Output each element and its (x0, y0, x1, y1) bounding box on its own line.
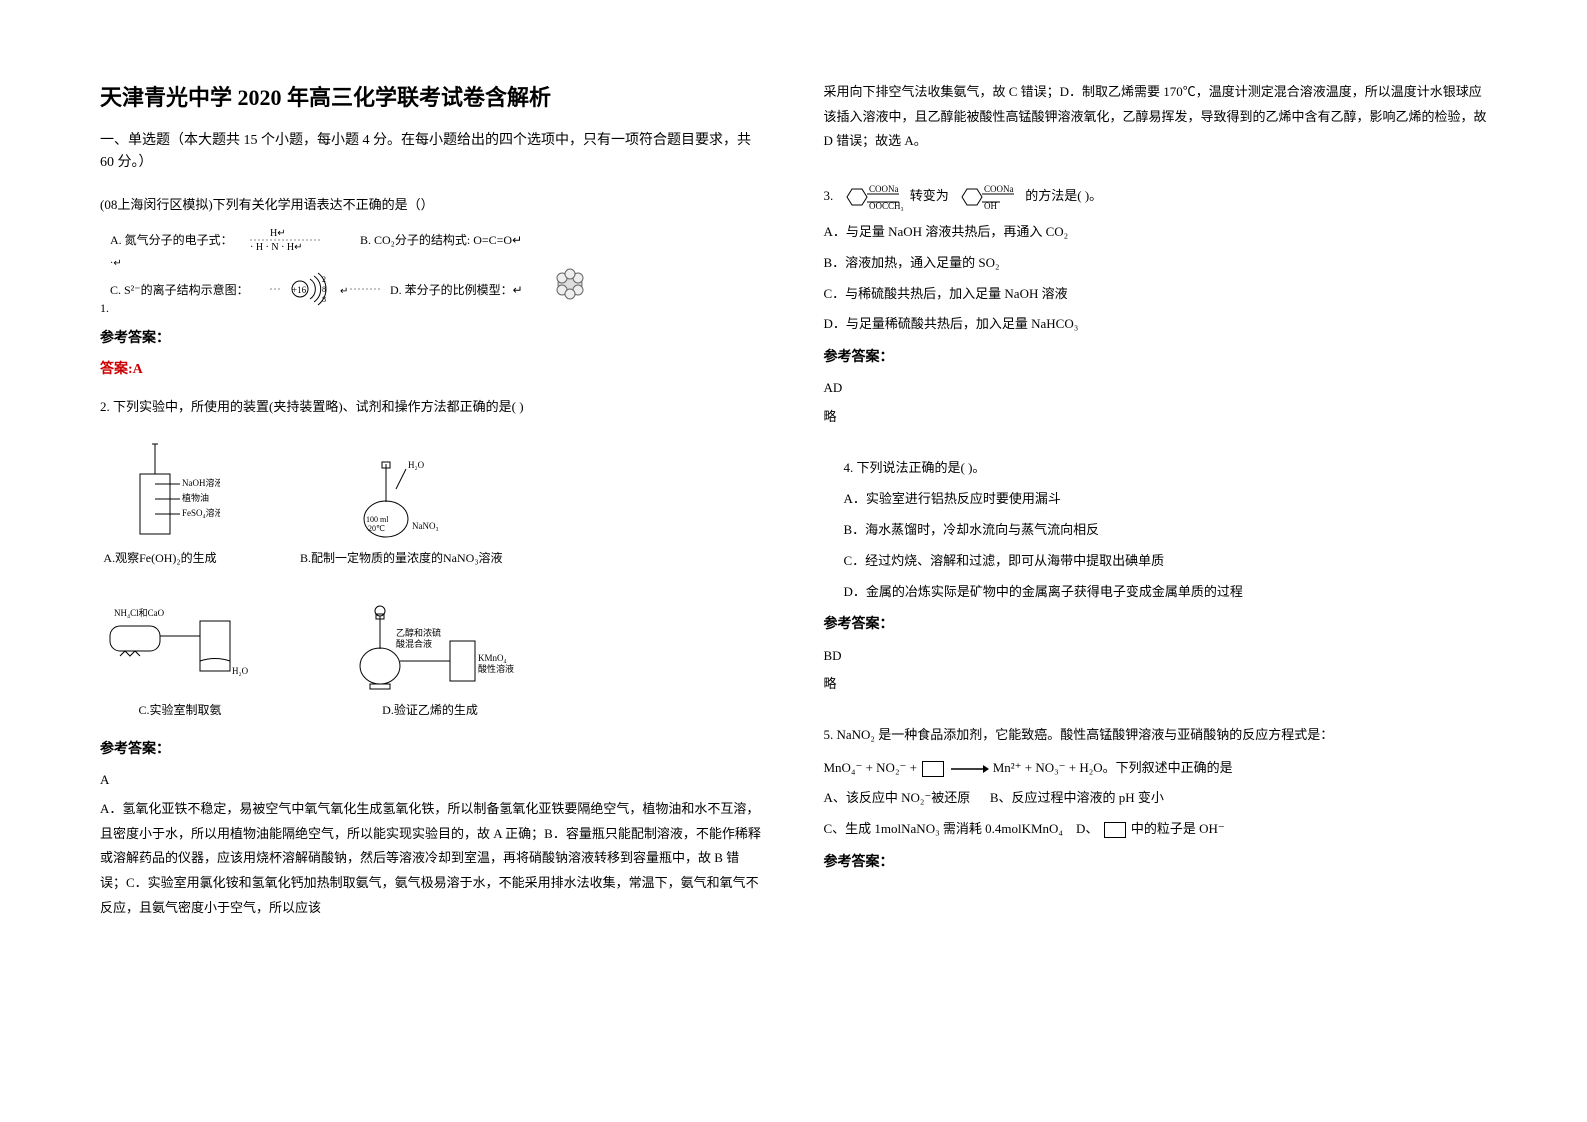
q2-answer: A (100, 768, 764, 793)
benzene-structure-2-icon: COONa OH (952, 182, 1022, 212)
q5-opts-row2: C、生成 1molNaNO₃ 需消耗 0.4molKMnO₄ D、 中的粒子是 … (824, 819, 1488, 840)
question-4: 4. 下列说法正确的是( )。 A．实验室进行铝热反应时要使用漏斗 B．海水蒸馏… (824, 456, 1488, 701)
svg-text:H₂O: H₂O (232, 666, 249, 676)
q2-explanation-cont: 采用向下排空气法收集氨气，故 C 错误；D．制取乙烯需要 170℃，温度计测定混… (824, 80, 1488, 154)
svg-text:OH: OH (984, 201, 997, 211)
q4-optB: B．海水蒸馏时，冷却水流向与蒸气流向相反 (824, 520, 1488, 541)
q5-eq-left: MnO₄⁻ + NO₂⁻ + (824, 760, 917, 775)
q3-optA: A．与足量 NaOH 溶液共热后，再通入 CO₂ (824, 222, 1488, 243)
q5-equation: MnO₄⁻ + NO₂⁻ + Mn²⁺ + NO₃⁻ + H₂O。下列叙述中正确… (824, 758, 1488, 779)
benzene-model-icon (557, 269, 583, 299)
blank-box-icon (1104, 822, 1126, 838)
q4-optA: A．实验室进行铝热反应时要使用漏斗 (824, 489, 1488, 510)
q5-opts-row1: A、该反应中 NO₂⁻被还原 B、反应过程中溶液的 pH 变小 (824, 788, 1488, 809)
q2-captionA: A.观察Fe(OH)₂的生成 (103, 548, 216, 570)
q1-optA-text: A. 氮气分子的电子式： (110, 232, 233, 247)
q3-optC: C．与稀硫酸共热后，加入足量 NaOH 溶液 (824, 284, 1488, 305)
q5-optD-suffix: 中的粒子是 OH⁻ (1131, 821, 1225, 836)
svg-text:NaNO₃: NaNO₃ (412, 521, 439, 531)
q5-optB: B、反应过程中溶液的 pH 变小 (990, 790, 1164, 805)
q1-optC-text: C. S²⁻的离子结构示意图： (110, 282, 249, 297)
right-column: 采用向下排空气法收集氨气，故 C 错误；D．制取乙烯需要 170℃，温度计测定混… (824, 80, 1488, 1042)
section-header: 一、单选题（本大题共 15 个小题，每小题 4 分。在每小题给出的四个选项中，只… (100, 130, 764, 175)
svg-text:酸混合液: 酸混合液 (396, 638, 432, 649)
q1-optB-text: B. CO₂分子的结构式: O=C=O↵ (360, 232, 522, 247)
q5-optC: C、生成 1molNaNO₃ 需消耗 0.4molKMnO₄ (824, 821, 1063, 836)
svg-text:H₂O: H₂O (408, 460, 425, 470)
q5-optD-prefix: D、 (1076, 821, 1098, 836)
svg-text:酸性溶液: 酸性溶液 (478, 663, 514, 674)
question-5: 5. NaNO₂ 是一种食品添加剂，它能致癌。酸性高锰酸钾溶液与亚硝酸钠的反应方… (824, 723, 1488, 881)
q4-note: 略 (824, 672, 1488, 697)
q5-intro: 5. NaNO₂ 是一种食品添加剂，它能致癌。酸性高锰酸钾溶液与亚硝酸钠的反应方… (824, 723, 1488, 748)
q2-diagram-c: NH₄Cl和CaO H₂O C.实验室制取氨 (100, 586, 260, 722)
q4-optD: D．金属的冶炼实际是矿物中的金属离子获得电子变成金属单质的过程 (824, 582, 1488, 603)
svg-text:COONa: COONa (984, 184, 1014, 194)
q2-diagrams-row2: NH₄Cl和CaO H₂O C.实验室制取氨 乙醇和浓硫 酸混合液 (100, 586, 764, 722)
svg-text:H↵: H↵ (270, 228, 286, 239)
q3-transform: 转变为 (910, 188, 949, 203)
svg-text:20℃: 20℃ (368, 524, 385, 533)
svg-text:KMnO₄: KMnO₄ (478, 653, 507, 663)
svg-text:植物油: 植物油 (182, 492, 209, 503)
q3-number: 3. (824, 188, 834, 203)
question-1: (08上海闵行区模拟)下列有关化学用语表达不正确的是（） A. 氮气分子的电子式… (100, 193, 764, 383)
svg-text:COONa: COONa (869, 184, 899, 194)
svg-text:1.: 1. (100, 301, 109, 314)
q3-note: 略 (824, 405, 1488, 430)
svg-text:+16: +16 (292, 285, 307, 295)
question-3: 3. COONa OOCCH₃ 转变为 COONa OH 的方法是( )。 A．… (824, 172, 1488, 434)
q1-answer: 答案:A (100, 357, 764, 382)
q4-intro: 4. 下列说法正确的是( )。 (824, 456, 1488, 479)
q5-eq-right: Mn²⁺ + NO₃⁻ + H₂O。下列叙述中正确的是 (993, 760, 1233, 775)
svg-text:2: 2 (322, 275, 326, 284)
q1-optD-text: D. 苯分子的比例模型：↵ (390, 282, 523, 297)
q2-captionB: B.配制一定物质的量浓度的NaNO₃溶液 (300, 548, 503, 570)
svg-text:8: 8 (322, 285, 326, 294)
q5-optA: A、该反应中 NO₂⁻被还原 (824, 790, 971, 805)
svg-text:↵: ↵ (340, 286, 348, 297)
q2-diagrams-row1: NaOH溶液 植物油 FeSO₄溶液 A.观察Fe(OH)₂的生成 H₂O 10… (100, 434, 764, 570)
q2-captionD: D.验证乙烯的生成 (382, 700, 478, 722)
svg-text:NaOH溶液: NaOH溶液 (182, 477, 220, 488)
blank-box-icon (922, 761, 944, 777)
benzene-structure-1-icon: COONa OOCCH₃ (837, 182, 907, 212)
answer-label: 参考答案： (824, 850, 1488, 875)
svg-text:100 ml: 100 ml (366, 515, 389, 524)
q2-captionC: C.实验室制取氨 (138, 700, 221, 722)
q2-explanation: A．氢氧化亚铁不稳定，易被空气中氧气氧化生成氢氧化铁，所以制备氢氧化亚铁要隔绝空… (100, 797, 764, 920)
answer-label: 参考答案： (100, 326, 764, 351)
q3-optB: B．溶液加热，通入足量的 SO₂ (824, 253, 1488, 274)
left-column: 天津青光中学 2020 年高三化学联考试卷含解析 一、单选题（本大题共 15 个… (100, 80, 764, 1042)
q1-intro: (08上海闵行区模拟)下列有关化学用语表达不正确的是（） (100, 193, 764, 216)
q3-answer: AD (824, 376, 1488, 401)
arrow-right-icon (949, 762, 989, 776)
q3-tail: 的方法是( )。 (1025, 188, 1102, 203)
q3-optD: D．与足量稀硫酸共热后，加入足量 NaHCO₃ (824, 314, 1488, 335)
answer-label: 参考答案： (824, 612, 1488, 637)
svg-text:·↵: ·↵ (110, 258, 122, 269)
q2-diagram-b: H₂O 100 ml 20℃ NaNO₃ B.配制一定物质的量浓度的NaNO₃溶… (300, 434, 503, 570)
svg-text:8: 8 (322, 295, 326, 304)
answer-label: 参考答案： (100, 737, 764, 762)
q2-diagram-d: 乙醇和浓硫 酸混合液 KMnO₄ 酸性溶液 D.验证乙烯的生成 (340, 586, 520, 722)
svg-text:FeSO₄溶液: FeSO₄溶液 (182, 507, 220, 518)
question-2: 2. 下列实验中，所使用的装置(夹持装置略)、试剂和操作方法都正确的是( ) N… (100, 395, 764, 925)
q1-options-diagram: A. 氮气分子的电子式： H↵ · H · N · H↵ B. CO₂分子的结构… (100, 224, 764, 314)
q3-stem: 3. COONa OOCCH₃ 转变为 COONa OH 的方法是( )。 (824, 182, 1488, 212)
svg-text:· H · N · H↵: · H · N · H↵ (250, 242, 303, 253)
svg-text:乙醇和浓硫: 乙醇和浓硫 (396, 627, 441, 638)
q4-answer: BD (824, 644, 1488, 669)
q2-diagram-a: NaOH溶液 植物油 FeSO₄溶液 A.观察Fe(OH)₂的生成 (100, 434, 220, 570)
q4-optC: C．经过灼烧、溶解和过滤，即可从海带中提取出碘单质 (824, 551, 1488, 572)
q2-intro: 2. 下列实验中，所使用的装置(夹持装置略)、试剂和操作方法都正确的是( ) (100, 395, 764, 418)
svg-text:OOCCH₃: OOCCH₃ (869, 201, 904, 211)
svg-text:NH₄Cl和CaO: NH₄Cl和CaO (114, 608, 165, 618)
answer-label: 参考答案： (824, 345, 1488, 370)
page-title: 天津青光中学 2020 年高三化学联考试卷含解析 (100, 80, 764, 112)
